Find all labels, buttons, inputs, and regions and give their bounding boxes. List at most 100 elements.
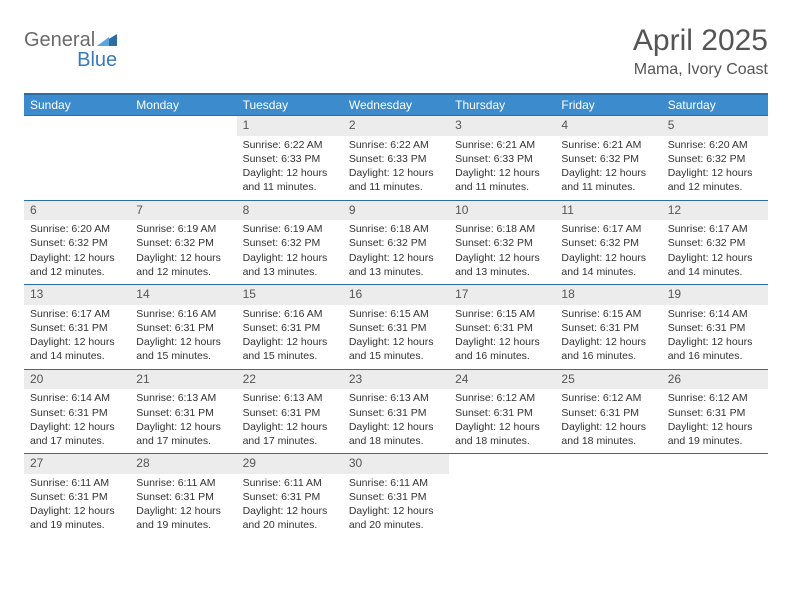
sunset-line: Sunset: 6:32 PM [349,236,443,250]
sunrise-line: Sunrise: 6:22 AM [243,138,337,152]
day-cell: Sunrise: 6:19 AMSunset: 6:32 PMDaylight:… [237,220,343,285]
day-number: 4 [555,116,661,136]
sunrise-line: Sunrise: 6:12 AM [668,391,762,405]
content-row: Sunrise: 6:20 AMSunset: 6:32 PMDaylight:… [24,220,768,285]
day-cell: Sunrise: 6:16 AMSunset: 6:31 PMDaylight:… [130,305,236,370]
day-number: 19 [662,285,768,305]
sunrise-line: Sunrise: 6:14 AM [668,307,762,321]
sunset-line: Sunset: 6:31 PM [243,321,337,335]
day-cell [662,474,768,538]
daynum-cell: 14 [130,285,236,305]
daylight-line: Daylight: 12 hours and 19 minutes. [668,420,762,448]
daynum-cell: 23 [343,369,449,389]
daynum-cell: 4 [555,116,661,136]
daynum-cell: 13 [24,285,130,305]
daynum-cell: 2 [343,116,449,136]
day-cell: Sunrise: 6:13 AMSunset: 6:31 PMDaylight:… [343,389,449,454]
sunset-line: Sunset: 6:31 PM [136,321,230,335]
day-number: 21 [130,370,236,390]
daynum-cell: 3 [449,116,555,136]
day-details: Sunrise: 6:13 AMSunset: 6:31 PMDaylight:… [130,389,236,452]
logo: GeneralBlue [24,24,117,70]
day-number: 7 [130,201,236,221]
sunrise-line: Sunrise: 6:12 AM [455,391,549,405]
day-details: Sunrise: 6:18 AMSunset: 6:32 PMDaylight:… [449,220,555,283]
day-details: Sunrise: 6:15 AMSunset: 6:31 PMDaylight:… [449,305,555,368]
day-cell: Sunrise: 6:13 AMSunset: 6:31 PMDaylight:… [237,389,343,454]
day-number: 18 [555,285,661,305]
daynum-cell: 30 [343,454,449,474]
daynum-cell: 29 [237,454,343,474]
day-number: 15 [237,285,343,305]
day-cell: Sunrise: 6:11 AMSunset: 6:31 PMDaylight:… [24,474,130,538]
sunrise-line: Sunrise: 6:19 AM [136,222,230,236]
day-number: 3 [449,116,555,136]
day-cell: Sunrise: 6:12 AMSunset: 6:31 PMDaylight:… [662,389,768,454]
sunset-line: Sunset: 6:33 PM [243,152,337,166]
daynum-cell: 21 [130,369,236,389]
sunset-line: Sunset: 6:32 PM [561,152,655,166]
day-details: Sunrise: 6:17 AMSunset: 6:31 PMDaylight:… [24,305,130,368]
day-number: 14 [130,285,236,305]
day-cell: Sunrise: 6:17 AMSunset: 6:32 PMDaylight:… [555,220,661,285]
sunset-line: Sunset: 6:33 PM [349,152,443,166]
sunset-line: Sunset: 6:32 PM [136,236,230,250]
daynum-cell: 16 [343,285,449,305]
sunrise-line: Sunrise: 6:17 AM [668,222,762,236]
daylight-line: Daylight: 12 hours and 18 minutes. [349,420,443,448]
day-details: Sunrise: 6:11 AMSunset: 6:31 PMDaylight:… [130,474,236,537]
daylight-line: Daylight: 12 hours and 11 minutes. [455,166,549,194]
day-details: Sunrise: 6:20 AMSunset: 6:32 PMDaylight:… [662,136,768,199]
day-cell: Sunrise: 6:11 AMSunset: 6:31 PMDaylight:… [343,474,449,538]
daylight-line: Daylight: 12 hours and 15 minutes. [349,335,443,363]
sunrise-line: Sunrise: 6:16 AM [243,307,337,321]
day-cell: Sunrise: 6:22 AMSunset: 6:33 PMDaylight:… [343,136,449,201]
daynum-cell: 11 [555,200,661,220]
daylight-line: Daylight: 12 hours and 16 minutes. [455,335,549,363]
sunrise-line: Sunrise: 6:11 AM [30,476,124,490]
daynum-row: 13141516171819 [24,285,768,305]
sunrise-line: Sunrise: 6:11 AM [349,476,443,490]
sunset-line: Sunset: 6:31 PM [30,321,124,335]
day-number: 26 [662,370,768,390]
daynum-cell [130,116,236,136]
sunrise-line: Sunrise: 6:17 AM [561,222,655,236]
daylight-line: Daylight: 12 hours and 18 minutes. [455,420,549,448]
day-details: Sunrise: 6:17 AMSunset: 6:32 PMDaylight:… [555,220,661,283]
daylight-line: Daylight: 12 hours and 17 minutes. [243,420,337,448]
daynum-cell: 15 [237,285,343,305]
day-cell [449,474,555,538]
daynum-row: 20212223242526 [24,369,768,389]
sunset-line: Sunset: 6:32 PM [455,236,549,250]
daynum-row: 6789101112 [24,200,768,220]
sunset-line: Sunset: 6:32 PM [561,236,655,250]
sunset-line: Sunset: 6:31 PM [455,406,549,420]
day-details: Sunrise: 6:15 AMSunset: 6:31 PMDaylight:… [555,305,661,368]
content-row: Sunrise: 6:22 AMSunset: 6:33 PMDaylight:… [24,136,768,201]
sunset-line: Sunset: 6:31 PM [668,321,762,335]
daylight-line: Daylight: 12 hours and 19 minutes. [136,504,230,532]
day-details: Sunrise: 6:16 AMSunset: 6:31 PMDaylight:… [130,305,236,368]
day-details: Sunrise: 6:13 AMSunset: 6:31 PMDaylight:… [343,389,449,452]
weekday-header-row: Sunday Monday Tuesday Wednesday Thursday… [24,94,768,116]
day-cell: Sunrise: 6:18 AMSunset: 6:32 PMDaylight:… [343,220,449,285]
weekday-header: Monday [130,94,236,116]
daynum-cell: 25 [555,369,661,389]
daynum-cell [555,454,661,474]
day-details: Sunrise: 6:12 AMSunset: 6:31 PMDaylight:… [449,389,555,452]
weekday-header: Thursday [449,94,555,116]
weekday-header: Tuesday [237,94,343,116]
daylight-line: Daylight: 12 hours and 20 minutes. [243,504,337,532]
daylight-line: Daylight: 12 hours and 13 minutes. [349,251,443,279]
sunset-line: Sunset: 6:31 PM [349,490,443,504]
sunset-line: Sunset: 6:33 PM [455,152,549,166]
sunrise-line: Sunrise: 6:18 AM [349,222,443,236]
day-details: Sunrise: 6:11 AMSunset: 6:31 PMDaylight:… [343,474,449,537]
sunrise-line: Sunrise: 6:15 AM [349,307,443,321]
sunrise-line: Sunrise: 6:19 AM [243,222,337,236]
daylight-line: Daylight: 12 hours and 17 minutes. [30,420,124,448]
day-cell: Sunrise: 6:13 AMSunset: 6:31 PMDaylight:… [130,389,236,454]
sunset-line: Sunset: 6:31 PM [349,321,443,335]
weekday-header: Wednesday [343,94,449,116]
day-number: 11 [555,201,661,221]
